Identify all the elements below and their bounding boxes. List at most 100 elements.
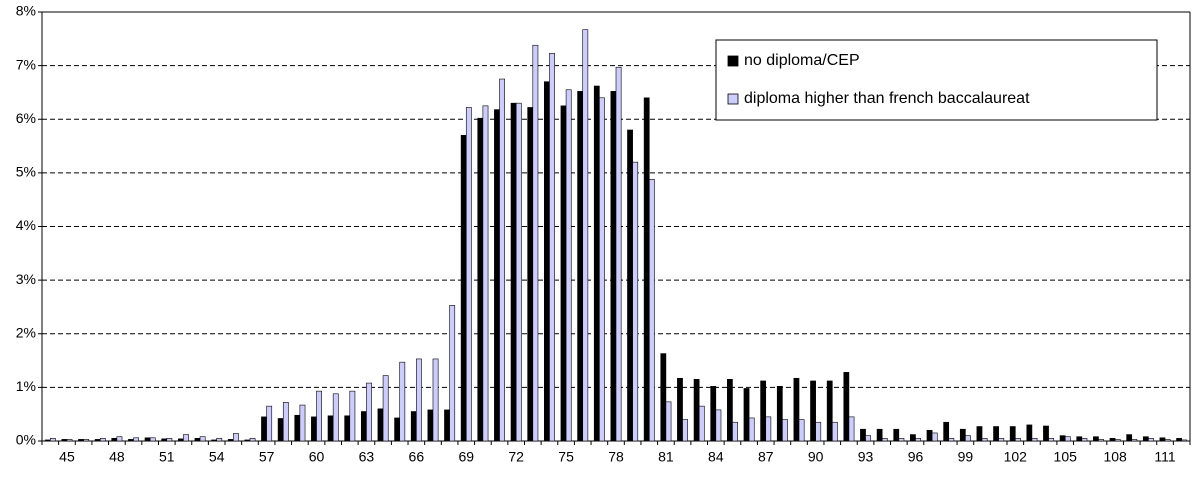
bar — [344, 415, 351, 442]
bar — [427, 409, 434, 442]
x-tick-label: 48 — [109, 449, 125, 465]
bar — [1098, 439, 1104, 442]
bar — [227, 439, 234, 442]
bar — [776, 386, 783, 442]
y-tick-label: 1% — [16, 378, 36, 394]
bar — [898, 438, 905, 442]
bar — [1031, 438, 1038, 442]
bar — [610, 91, 617, 442]
bar — [44, 439, 51, 442]
bar — [627, 129, 633, 442]
bar — [460, 135, 467, 442]
x-tick-label: 90 — [808, 449, 824, 465]
bar — [881, 438, 888, 442]
bar — [244, 439, 251, 442]
legend-box — [715, 39, 1158, 121]
y-tick-label: 2% — [16, 324, 36, 340]
bar — [815, 421, 822, 442]
y-tick-label: 0% — [16, 432, 36, 448]
bar — [233, 433, 239, 442]
bar — [560, 105, 567, 442]
x-tick-label: 60 — [309, 449, 325, 465]
y-tick-label: 3% — [16, 271, 36, 287]
bar — [865, 435, 872, 442]
bar — [993, 426, 999, 442]
bar — [444, 409, 450, 442]
bar — [532, 44, 539, 442]
x-tick-label: 45 — [59, 449, 75, 465]
bar — [510, 102, 517, 442]
bar — [976, 426, 983, 442]
bar — [261, 416, 267, 442]
bar — [116, 436, 123, 442]
bar — [1064, 436, 1071, 442]
bar — [1109, 438, 1116, 442]
x-tick-label: 84 — [708, 449, 724, 465]
bar — [316, 390, 322, 442]
bar — [810, 380, 816, 442]
bar — [743, 388, 750, 442]
bar — [394, 417, 401, 442]
bar — [682, 419, 689, 442]
bar — [843, 372, 850, 442]
bar — [477, 117, 484, 442]
bar — [926, 429, 933, 442]
bar — [732, 421, 738, 442]
bar — [1009, 426, 1016, 442]
bar — [382, 375, 389, 442]
bar — [582, 29, 589, 442]
bar — [377, 408, 384, 442]
bar — [543, 81, 550, 442]
bar — [282, 402, 289, 442]
bar — [782, 419, 788, 442]
bar — [599, 97, 605, 442]
bar — [860, 428, 866, 442]
x-tick-label: 57 — [259, 449, 275, 465]
bar — [1131, 439, 1138, 442]
bar — [183, 434, 189, 442]
x-tick-label: 75 — [558, 449, 574, 465]
bar — [1181, 439, 1188, 442]
bar — [710, 386, 717, 442]
x-tick-label: 54 — [209, 449, 225, 465]
bar — [848, 416, 855, 442]
legend-swatch — [727, 93, 739, 105]
x-tick-label: 78 — [608, 449, 624, 465]
bar — [1059, 435, 1066, 442]
bar — [1043, 425, 1049, 442]
bar — [166, 438, 173, 442]
bar — [943, 421, 950, 442]
x-tick-label: 96 — [908, 449, 924, 465]
bar — [432, 358, 439, 442]
bar — [349, 390, 356, 442]
bar — [194, 438, 201, 442]
legend-label: diploma higher than french baccalaureat — [744, 90, 1030, 107]
x-tick-label: 69 — [458, 449, 474, 465]
bar — [643, 97, 650, 442]
x-tick-label: 105 — [1054, 449, 1078, 465]
y-tick-label: 7% — [16, 56, 36, 72]
bar — [577, 91, 584, 442]
bar — [1142, 436, 1149, 442]
bar — [149, 437, 156, 442]
bar — [798, 419, 805, 442]
x-tick-label: 51 — [159, 449, 175, 465]
bar — [111, 438, 118, 442]
bar — [94, 439, 101, 442]
bar — [465, 107, 472, 442]
bar — [416, 358, 422, 442]
bar — [50, 438, 56, 442]
bar — [748, 417, 755, 442]
bar — [959, 428, 966, 442]
y-tick-label: 8% — [16, 3, 36, 19]
bar — [793, 377, 800, 442]
bar — [177, 438, 184, 442]
bar — [765, 416, 772, 442]
bar — [249, 438, 256, 442]
bar — [61, 439, 68, 442]
x-tick-label: 108 — [1103, 449, 1127, 465]
bar — [826, 380, 833, 442]
bar — [677, 377, 683, 442]
bar — [216, 438, 223, 442]
